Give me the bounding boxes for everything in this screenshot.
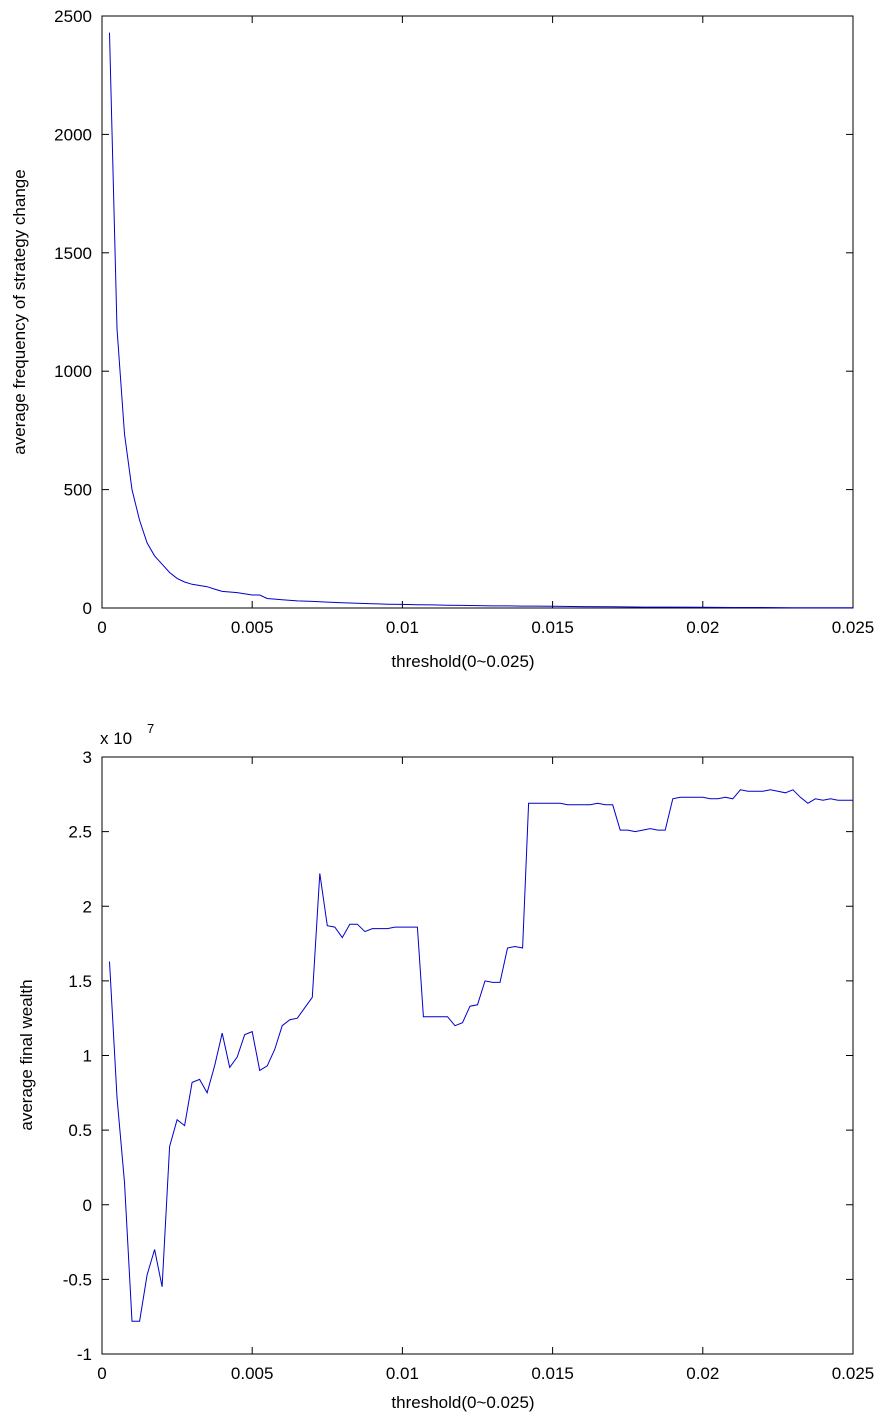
x-axis-label: threshold(0~0.025) bbox=[391, 1393, 534, 1412]
y-tick-label: 2.5 bbox=[68, 823, 92, 842]
axis-ticks bbox=[101, 756, 854, 1355]
y-tick-label: -0.5 bbox=[63, 1270, 92, 1289]
x-tick-label: 0 bbox=[97, 618, 106, 637]
y-tick-label: 1000 bbox=[54, 362, 92, 381]
x-tick-label: 0 bbox=[97, 1364, 106, 1383]
plot-frame bbox=[101, 15, 854, 609]
y-tick-label: 0 bbox=[83, 599, 92, 618]
x-tick-label: 0.02 bbox=[686, 1364, 719, 1383]
x-tick-labels: 0 0.005 0.01 0.015 0.02 0.025 bbox=[97, 618, 874, 637]
x-tick-label: 0.01 bbox=[386, 618, 419, 637]
y-tick-labels: -1 -0.5 0 0.5 1 1.5 2 2.5 3 bbox=[63, 748, 92, 1364]
wealth-chart: -1-0.500.511.522.53 0 0.005 0.01 0.015 0.02 0… bbox=[17, 721, 874, 1412]
axis-ticks bbox=[101, 15, 854, 609]
y-tick-label: 0.5 bbox=[68, 1121, 92, 1140]
x-tick-label: 0.015 bbox=[531, 618, 574, 637]
plot-frame bbox=[101, 756, 854, 1355]
y-tick-label: 2 bbox=[83, 897, 92, 916]
x-axis-label: threshold(0~0.025) bbox=[391, 652, 534, 671]
y-tick-label: 2500 bbox=[54, 7, 92, 26]
x-tick-labels: 0 0.005 0.01 0.015 0.02 0.025 bbox=[97, 1364, 874, 1383]
y-tick-label: -1 bbox=[77, 1345, 92, 1364]
x-tick-label: 0.005 bbox=[231, 618, 274, 637]
y-tick-labels: 0 500 1000 1500 2000 2500 bbox=[54, 7, 92, 618]
wealth-series-line bbox=[109, 789, 853, 1322]
y-tick-label: 1500 bbox=[54, 244, 92, 263]
frequency-series-line bbox=[109, 32, 853, 609]
frequency-chart: 0 500 1000 1500 2000 2500 0 0.005 0.01 0.015 0.02… bbox=[10, 7, 874, 671]
x-tick-label: 0.025 bbox=[832, 1364, 875, 1383]
y-multiplier-label: x 10 bbox=[100, 729, 132, 748]
x-tick-label: 0.02 bbox=[686, 618, 719, 637]
y-tick-label: 0 bbox=[83, 1196, 92, 1215]
y-tick-label: 3 bbox=[83, 748, 92, 767]
x-tick-label: 0.015 bbox=[531, 1364, 574, 1383]
y-tick-label: 500 bbox=[64, 481, 92, 500]
y-exponent-label: 7 bbox=[147, 721, 154, 736]
y-axis-label: average frequency of strategy change bbox=[10, 169, 29, 454]
x-tick-label: 0.005 bbox=[231, 1364, 274, 1383]
y-tick-label: 1 bbox=[83, 1047, 92, 1066]
x-tick-label: 0.025 bbox=[832, 618, 875, 637]
y-tick-label: 1.5 bbox=[68, 972, 92, 991]
y-tick-label: 2000 bbox=[54, 125, 92, 144]
y-axis-label: average final wealth bbox=[17, 979, 36, 1130]
x-tick-label: 0.01 bbox=[386, 1364, 419, 1383]
